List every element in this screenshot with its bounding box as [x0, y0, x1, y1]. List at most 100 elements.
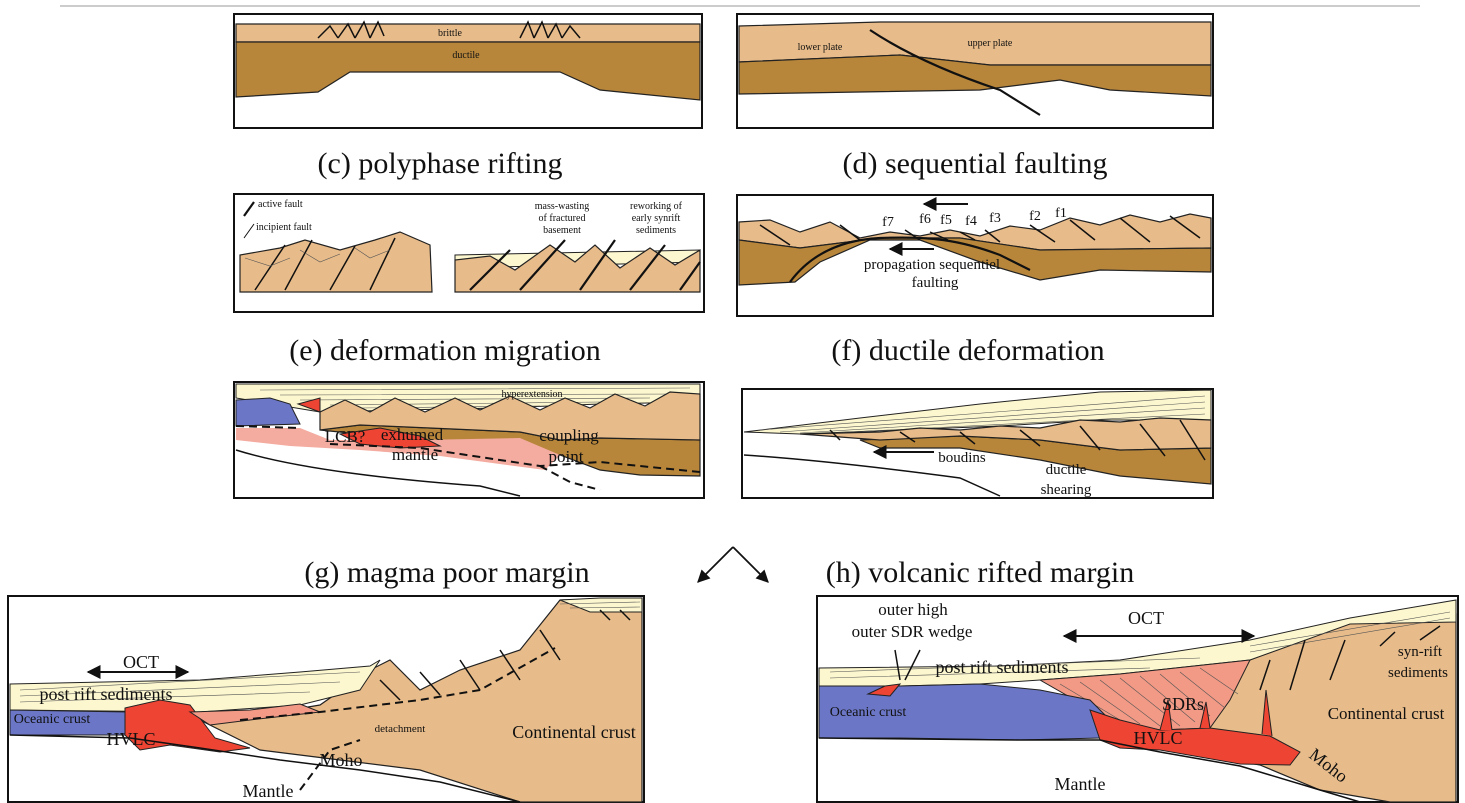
arrow-to-h: [732, 546, 769, 583]
label-hvlc: HVLC: [1134, 728, 1183, 748]
faults-left: [317, 20, 385, 39]
label-oct: OCT: [1128, 608, 1164, 628]
brittle-layer: [235, 23, 701, 43]
panel-f-title: (f) ductile deformation: [831, 334, 1104, 367]
label-upper-plate: upper plate: [968, 38, 1013, 49]
reworking-1: reworking of: [630, 201, 683, 212]
label-oceanic-crust: Oceanic crust: [830, 705, 907, 720]
fault-f3: f3: [989, 211, 1001, 226]
sediment-lines: [829, 611, 1451, 679]
label-mantle: mantle: [392, 445, 438, 464]
detachment-dashed: [239, 647, 556, 721]
shelf-sediments: [559, 597, 643, 613]
label-lcb: LCB?: [325, 427, 366, 446]
label-mantle: Mantle: [243, 781, 294, 801]
moho-line: [9, 734, 521, 803]
legend-active-line: [243, 201, 255, 217]
divergence-arrows: [697, 546, 769, 583]
label-coupling: coupling: [539, 426, 599, 445]
panel-c-title: (c) polyphase rifting: [318, 147, 563, 180]
detachment-fault: [869, 29, 1041, 116]
fault-f2: f2: [1029, 209, 1041, 224]
label-detachment: detachment: [375, 723, 426, 735]
mass-wasting-1: mass-wasting: [535, 201, 589, 212]
reworking-2: early synrift: [632, 213, 681, 224]
propagation-1: propagation sequentiel: [864, 257, 1000, 273]
panel-c: (c) polyphase rifting active fault incip…: [233, 147, 705, 313]
panel-a: brittle ductile: [233, 13, 703, 129]
label-ductile: ductile: [452, 50, 480, 61]
legend-incipient-line: [243, 223, 255, 239]
fault-f4: f4: [965, 214, 977, 229]
label-moho: Moho: [319, 750, 362, 770]
ductile-layer: [235, 41, 701, 101]
label-continental-crust: Continental crust: [1328, 704, 1445, 723]
panel-h: (h) volcanic rifted margin outer high ou…: [816, 556, 1459, 803]
reworking-3: sediments: [636, 225, 676, 236]
label-hyperextension: hyperextension: [501, 389, 562, 400]
sediment-lines: [759, 395, 1206, 434]
fault-f7: f7: [882, 215, 894, 230]
lithosphere-base: [743, 454, 1001, 497]
fault-ticks: [379, 609, 631, 701]
legend-active: active fault: [258, 199, 303, 210]
incipient-faults-left: [244, 247, 391, 267]
moho-dashed: [299, 739, 361, 791]
fault-f5: f5: [940, 213, 952, 228]
upper-crust: [799, 417, 1212, 451]
detachment: [789, 236, 1031, 283]
sediment-lines: [19, 601, 641, 703]
label-point: point: [549, 447, 584, 466]
shear-bands: [829, 419, 1206, 461]
label-exhumed: exhumed: [381, 425, 444, 444]
label-mantle: Mantle: [1055, 774, 1106, 794]
fault-ticks: [1259, 625, 1441, 691]
lithosphere-base: [235, 449, 521, 497]
panel-d-title: (d) sequential faulting: [843, 147, 1108, 180]
mass-wasting-2: of fractured: [539, 213, 586, 224]
faults-right: [519, 20, 581, 39]
basement-left: [239, 231, 433, 293]
oceanic-crust: [235, 397, 301, 427]
label-brittle: brittle: [438, 28, 462, 39]
moho-dashed-2: [539, 465, 601, 491]
label-lower-plate: lower plate: [798, 42, 843, 53]
active-faults-right: [469, 239, 701, 291]
moho-line: [818, 737, 1361, 803]
label-shearing: shearing: [1041, 482, 1092, 498]
panel-g-title: (g) magma poor margin: [304, 556, 589, 589]
active-faults-left: [254, 237, 396, 291]
panel-e-title: (e) deformation migration: [289, 334, 601, 367]
label-outer-high: outer high: [878, 600, 948, 619]
label-continental-crust: Continental crust: [512, 722, 635, 742]
panel-d: (d) sequential faulting f7 f6 f5 f4 f3 f…: [736, 147, 1214, 317]
label-sdrs: SDRs: [1162, 694, 1204, 714]
hvlc-body: [124, 699, 251, 753]
panel-h-title: (h) volcanic rifted margin: [826, 556, 1135, 589]
outer-high: [866, 683, 902, 697]
fault-f1: f1: [1055, 206, 1067, 221]
arrow-to-g: [697, 546, 734, 583]
panel-e: (e) deformation migration hyperextension…: [233, 334, 705, 499]
label-post-rift: post rift sediments: [40, 684, 173, 704]
label-post-rift: post rift sediments: [936, 657, 1069, 677]
dykes: [1159, 689, 1273, 737]
panel-b: lower plate upper plate: [736, 13, 1214, 129]
fault-f6: f6: [919, 212, 931, 227]
label-boudins: boudins: [938, 450, 986, 466]
upper-crust: [319, 391, 701, 441]
hvlc-body: [1089, 709, 1301, 766]
panel-g: (g) magma poor margin OCT post rift sedi…: [7, 556, 645, 803]
label-oceanic-crust: Oceanic crust: [14, 712, 91, 727]
exhumed-mantle-zone: [236, 428, 560, 470]
mass-wasting-3: basement: [543, 225, 581, 236]
lower-crust: [738, 54, 1212, 97]
propagation-2: faulting: [912, 275, 959, 291]
label-syn-rift-sediments: sediments: [1388, 665, 1448, 681]
label-oct: OCT: [123, 652, 159, 672]
label-ductile: ductile: [1046, 462, 1087, 478]
sediment-lines: [259, 387, 691, 409]
callout-lines: [894, 649, 921, 681]
magmatic-bodies: [296, 397, 442, 449]
